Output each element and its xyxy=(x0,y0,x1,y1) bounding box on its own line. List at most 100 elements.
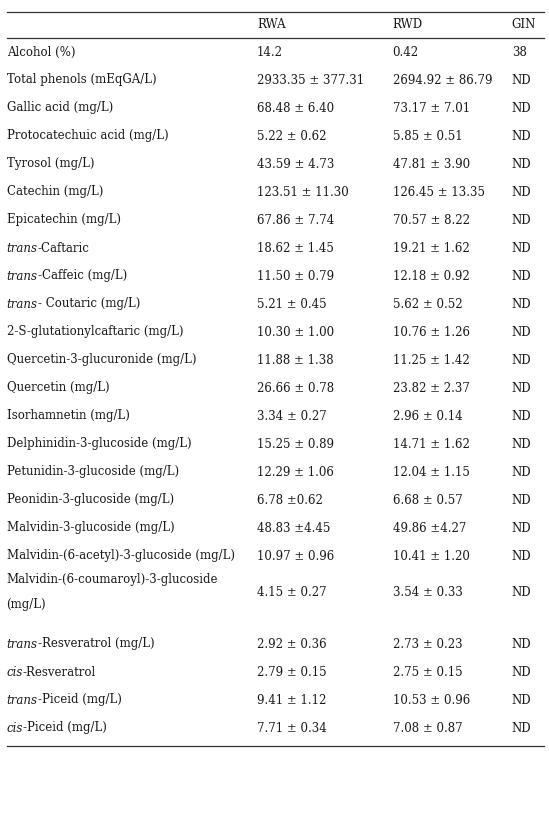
Text: Total phenols (mEqGA/L): Total phenols (mEqGA/L) xyxy=(7,74,156,87)
Text: GIN: GIN xyxy=(512,18,536,31)
Text: ND: ND xyxy=(512,522,531,534)
Text: 12.29 ± 1.06: 12.29 ± 1.06 xyxy=(257,466,334,479)
Text: 12.04 ± 1.15: 12.04 ± 1.15 xyxy=(393,466,469,479)
Text: Delphinidin-3-glucoside (mg/L): Delphinidin-3-glucoside (mg/L) xyxy=(7,437,191,451)
Text: 26.66 ± 0.78: 26.66 ± 0.78 xyxy=(257,381,334,394)
Text: 7.08 ± 0.87: 7.08 ± 0.87 xyxy=(393,721,462,734)
Text: - Coutaric (mg/L): - Coutaric (mg/L) xyxy=(37,298,140,310)
Text: ND: ND xyxy=(512,721,531,734)
Text: 2694.92 ± 86.79: 2694.92 ± 86.79 xyxy=(393,74,492,87)
Text: 3.34 ± 0.27: 3.34 ± 0.27 xyxy=(257,409,327,423)
Text: Tyrosol (mg/L): Tyrosol (mg/L) xyxy=(7,157,94,170)
Text: ND: ND xyxy=(512,437,531,451)
Text: cis: cis xyxy=(7,721,23,734)
Text: 2.79 ± 0.15: 2.79 ± 0.15 xyxy=(257,666,327,678)
Text: 15.25 ± 0.89: 15.25 ± 0.89 xyxy=(257,437,334,451)
Text: ND: ND xyxy=(512,157,531,170)
Text: ND: ND xyxy=(512,549,531,562)
Text: 2.73 ± 0.23: 2.73 ± 0.23 xyxy=(393,638,462,651)
Text: 10.53 ± 0.96: 10.53 ± 0.96 xyxy=(393,694,470,706)
Text: 19.21 ± 1.62: 19.21 ± 1.62 xyxy=(393,241,469,255)
Text: 9.41 ± 1.12: 9.41 ± 1.12 xyxy=(257,694,326,706)
Text: Protocatechuic acid (mg/L): Protocatechuic acid (mg/L) xyxy=(7,130,168,142)
Text: Malvidin-3-glucoside (mg/L): Malvidin-3-glucoside (mg/L) xyxy=(7,522,174,534)
Text: -Caffeic (mg/L): -Caffeic (mg/L) xyxy=(37,270,127,283)
Text: Isorhamnetin (mg/L): Isorhamnetin (mg/L) xyxy=(7,409,130,423)
Text: Epicatechin (mg/L): Epicatechin (mg/L) xyxy=(7,213,121,227)
Text: trans: trans xyxy=(7,298,37,310)
Text: trans: trans xyxy=(7,694,37,706)
Text: 18.62 ± 1.45: 18.62 ± 1.45 xyxy=(257,241,334,255)
Text: -Piceid (mg/L): -Piceid (mg/L) xyxy=(37,694,121,706)
Text: trans: trans xyxy=(7,270,37,283)
Text: 5.22 ± 0.62: 5.22 ± 0.62 xyxy=(257,130,327,142)
Text: Peonidin-3-glucoside (mg/L): Peonidin-3-glucoside (mg/L) xyxy=(7,494,173,506)
Text: 73.17 ± 7.01: 73.17 ± 7.01 xyxy=(393,102,469,114)
Text: 5.21 ± 0.45: 5.21 ± 0.45 xyxy=(257,298,327,310)
Text: 68.48 ± 6.40: 68.48 ± 6.40 xyxy=(257,102,334,114)
Text: 3.54 ± 0.33: 3.54 ± 0.33 xyxy=(393,586,462,599)
Text: 2.92 ± 0.36: 2.92 ± 0.36 xyxy=(257,638,327,651)
Text: 43.59 ± 4.73: 43.59 ± 4.73 xyxy=(257,157,334,170)
Text: 14.71 ± 1.62: 14.71 ± 1.62 xyxy=(393,437,469,451)
Text: ND: ND xyxy=(512,666,531,678)
Text: 5.85 ± 0.51: 5.85 ± 0.51 xyxy=(393,130,462,142)
Text: ND: ND xyxy=(512,409,531,423)
Text: 10.41 ± 1.20: 10.41 ± 1.20 xyxy=(393,549,469,562)
Text: Catechin (mg/L): Catechin (mg/L) xyxy=(7,185,103,198)
Text: 10.97 ± 0.96: 10.97 ± 0.96 xyxy=(257,549,334,562)
Text: 2.96 ± 0.14: 2.96 ± 0.14 xyxy=(393,409,462,423)
Text: 14.2: 14.2 xyxy=(257,45,283,59)
Text: ND: ND xyxy=(512,381,531,394)
Text: -Caftaric: -Caftaric xyxy=(37,241,89,255)
Text: ND: ND xyxy=(512,586,531,599)
Text: ND: ND xyxy=(512,213,531,227)
Text: -Resveratrol (mg/L): -Resveratrol (mg/L) xyxy=(37,638,154,651)
Text: 47.81 ± 3.90: 47.81 ± 3.90 xyxy=(393,157,469,170)
Text: Malvidin-(6-acetyl)-3-glucoside (mg/L): Malvidin-(6-acetyl)-3-glucoside (mg/L) xyxy=(7,549,234,562)
Text: 48.83 ±4.45: 48.83 ±4.45 xyxy=(257,522,330,534)
Text: 2-S-glutationylcaftaric (mg/L): 2-S-glutationylcaftaric (mg/L) xyxy=(7,326,183,338)
Text: RWA: RWA xyxy=(257,18,285,31)
Text: Quercetin-3-glucuronide (mg/L): Quercetin-3-glucuronide (mg/L) xyxy=(7,353,196,366)
Text: Gallic acid (mg/L): Gallic acid (mg/L) xyxy=(7,102,113,114)
Text: Malvidin-(6-coumaroyl)-3-glucoside: Malvidin-(6-coumaroyl)-3-glucoside xyxy=(7,573,218,586)
Text: ND: ND xyxy=(512,326,531,338)
Text: ND: ND xyxy=(512,270,531,283)
Text: 38: 38 xyxy=(512,45,526,59)
Text: ND: ND xyxy=(512,353,531,366)
Text: ND: ND xyxy=(512,694,531,706)
Text: 10.30 ± 1.00: 10.30 ± 1.00 xyxy=(257,326,334,338)
Text: 4.15 ± 0.27: 4.15 ± 0.27 xyxy=(257,586,327,599)
Text: 11.50 ± 0.79: 11.50 ± 0.79 xyxy=(257,270,334,283)
Text: trans: trans xyxy=(7,241,37,255)
Text: Alcohol (%): Alcohol (%) xyxy=(7,45,75,59)
Text: 5.62 ± 0.52: 5.62 ± 0.52 xyxy=(393,298,462,310)
Text: Petunidin-3-glucoside (mg/L): Petunidin-3-glucoside (mg/L) xyxy=(7,466,179,479)
Text: ND: ND xyxy=(512,130,531,142)
Text: 123.51 ± 11.30: 123.51 ± 11.30 xyxy=(257,185,349,198)
Text: 0.42: 0.42 xyxy=(393,45,419,59)
Text: 70.57 ± 8.22: 70.57 ± 8.22 xyxy=(393,213,469,227)
Text: ND: ND xyxy=(512,494,531,506)
Text: 2933.35 ± 377.31: 2933.35 ± 377.31 xyxy=(257,74,364,87)
Text: 12.18 ± 0.92: 12.18 ± 0.92 xyxy=(393,270,469,283)
Text: -Piceid (mg/L): -Piceid (mg/L) xyxy=(23,721,107,734)
Text: ND: ND xyxy=(512,74,531,87)
Text: ND: ND xyxy=(512,466,531,479)
Text: ND: ND xyxy=(512,638,531,651)
Text: 49.86 ±4.27: 49.86 ±4.27 xyxy=(393,522,466,534)
Text: 67.86 ± 7.74: 67.86 ± 7.74 xyxy=(257,213,334,227)
Text: 126.45 ± 13.35: 126.45 ± 13.35 xyxy=(393,185,485,198)
Text: ND: ND xyxy=(512,298,531,310)
Text: (mg/L): (mg/L) xyxy=(7,598,46,611)
Text: 2.75 ± 0.15: 2.75 ± 0.15 xyxy=(393,666,462,678)
Text: ND: ND xyxy=(512,185,531,198)
Text: 7.71 ± 0.34: 7.71 ± 0.34 xyxy=(257,721,327,734)
Text: 11.88 ± 1.38: 11.88 ± 1.38 xyxy=(257,353,334,366)
Text: ND: ND xyxy=(512,241,531,255)
Text: cis: cis xyxy=(7,666,23,678)
Text: RWD: RWD xyxy=(393,18,423,31)
Text: trans: trans xyxy=(7,638,37,651)
Text: 6.78 ±0.62: 6.78 ±0.62 xyxy=(257,494,323,506)
